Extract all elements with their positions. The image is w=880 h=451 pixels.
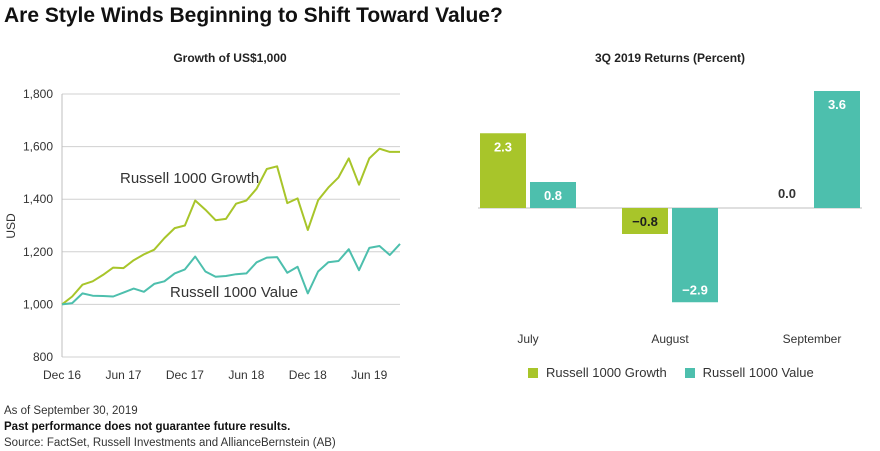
x-tick-label: Jun 18 (228, 368, 264, 382)
bar-chart-legend: Russell 1000 Growth Russell 1000 Value (528, 365, 832, 380)
legend-item-growth: Russell 1000 Growth (528, 365, 667, 380)
bar-data-label: 3.6 (828, 97, 846, 112)
line-chart: 800 1,000 1,200 1,400 1,600 1,800 Dec 16 Jun 17… (4, 87, 401, 382)
value-bar (672, 208, 718, 303)
legend-item-value: Russell 1000 Value (684, 365, 814, 380)
bar-data-label: −0.8 (632, 214, 658, 229)
bar-chart: 2.3 0.8 July −0.8 −2.9 August 0.0 3.6 September (478, 91, 862, 346)
value-series-line (61, 243, 401, 306)
legend-label-value: Russell 1000 Value (702, 365, 814, 380)
value-bar (530, 182, 576, 208)
as-of-note: As of September 30, 2019 (4, 405, 138, 417)
bar-category-label: September (783, 332, 842, 346)
legend-label-growth: Russell 1000 Growth (546, 365, 667, 380)
growth-series-line (61, 147, 400, 306)
footnotes: As of September 30, 2019 Past performanc… (4, 403, 336, 451)
bar-category-label: August (651, 332, 689, 346)
x-tick-label: Jun 19 (351, 368, 387, 382)
page-title: Are Style Winds Beginning to Shift Towar… (4, 4, 503, 27)
y-tick-label: 1,400 (23, 192, 53, 206)
y-tick-label: 1,200 (23, 245, 53, 259)
legend-swatch-value (684, 367, 695, 378)
y-tick-label: 1,800 (23, 87, 53, 101)
x-tick-label: Dec 16 (43, 368, 81, 382)
x-tick-label: Dec 17 (166, 368, 204, 382)
bar-data-label: 2.3 (494, 139, 512, 154)
disclaimer-note: Past performance does not guarantee futu… (4, 421, 291, 433)
y-tick-label: 800 (33, 350, 53, 364)
y-tick-label: 1,000 (23, 297, 53, 311)
growth-series-annotation: Russell 1000 Growth (120, 170, 259, 187)
line-chart-title: Growth of US$1,000 (173, 51, 287, 65)
growth-bar (480, 133, 526, 208)
y-axis-label: USD (4, 213, 18, 239)
bar-data-label: −2.9 (682, 282, 708, 297)
growth-bar (622, 208, 668, 234)
y-tick-label: 1,600 (23, 140, 53, 154)
source-note: Source: FactSet, Russell Investments and… (4, 437, 336, 449)
value-bar (814, 91, 860, 208)
x-tick-label: Dec 18 (289, 368, 327, 382)
x-tick-label: Jun 17 (105, 368, 141, 382)
bar-data-label: 0.0 (778, 186, 796, 201)
bar-data-label: 0.8 (544, 188, 562, 203)
bar-category-label: July (517, 332, 538, 346)
bar-chart-title: 3Q 2019 Returns (Percent) (594, 51, 746, 65)
value-series-annotation: Russell 1000 Value (170, 284, 298, 301)
legend-swatch-growth (528, 367, 538, 378)
